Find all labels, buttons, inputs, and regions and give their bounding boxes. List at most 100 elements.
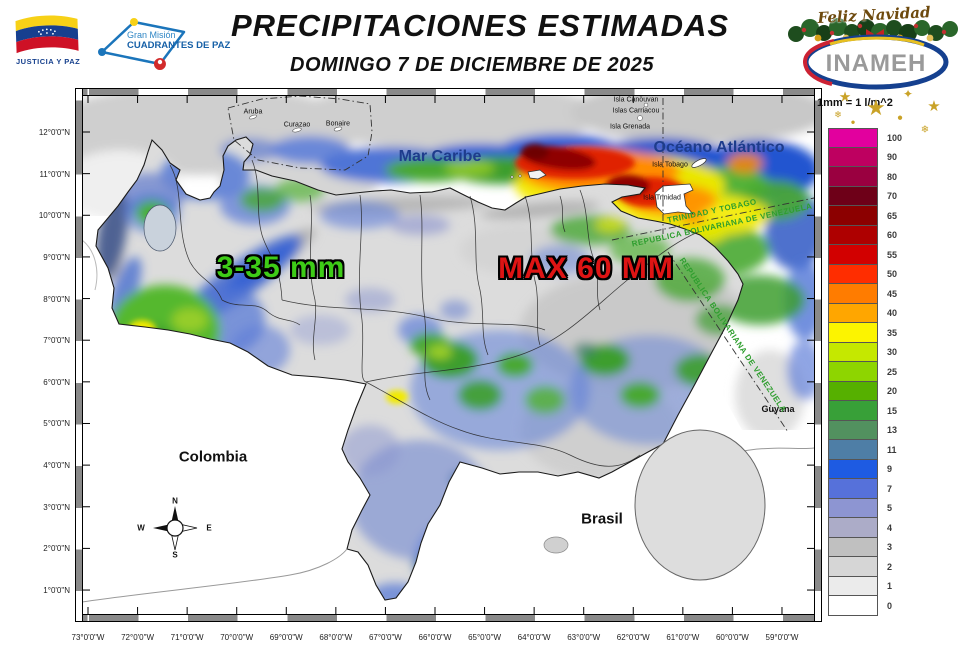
legend-entry: 90 — [828, 147, 902, 167]
island-label: Isla Canouvan — [613, 96, 659, 104]
legend-entry: 25 — [828, 362, 902, 382]
christmas-ornament-icon: ★ — [866, 95, 886, 120]
island-label: Curazao — [283, 121, 311, 129]
legend-swatch — [828, 147, 878, 167]
cuadrantes-de-paz-logo — [98, 18, 186, 70]
legend-entry: 11 — [828, 440, 902, 460]
legend-entry: 35 — [828, 323, 902, 343]
legend-swatch — [828, 596, 878, 616]
country-label: Colombia — [178, 448, 248, 466]
venezuela-border — [95, 136, 744, 601]
legend-entry: 40 — [828, 303, 902, 323]
legend-entry: 80 — [828, 167, 902, 187]
christmas-ornament-icon: ● — [896, 112, 904, 124]
legend-value: 80 — [887, 171, 898, 182]
lon-tick-label: 65°0'0"W — [468, 633, 501, 642]
legend-value: 30 — [887, 347, 898, 358]
legend-swatch — [828, 264, 878, 284]
legend-entry: 4 — [828, 518, 902, 538]
legend-value: 45 — [887, 288, 898, 299]
legend-value: 70 — [887, 191, 898, 202]
legend-swatch — [828, 557, 878, 577]
legend-value: 90 — [887, 152, 898, 163]
lat-tick-label: 12°0'0"N — [38, 128, 70, 137]
lat-tick-label: 10°0'0"N — [38, 211, 70, 221]
map-frame-left — [75, 88, 83, 622]
legend-swatch — [828, 245, 878, 265]
legend-value: 50 — [887, 269, 898, 280]
legend-value: 13 — [887, 425, 898, 436]
legend-value: 11 — [887, 444, 897, 455]
christmas-ornament-icon: ★ — [927, 98, 941, 115]
legend-entry: 45 — [828, 284, 902, 304]
country-label: Brasil — [581, 510, 623, 528]
island-label: Isla Trinidad — [643, 194, 681, 202]
lat-tick-label: 6°0'0"N — [43, 377, 70, 387]
legend-entry: 55 — [828, 245, 902, 265]
legend-entry: 7 — [828, 479, 902, 499]
legend-entry: 0 — [828, 596, 902, 616]
legend-swatch — [828, 498, 878, 518]
state-borders — [169, 159, 699, 467]
precipitation-map — [83, 96, 814, 614]
lon-tick-label: 71°0'0"W — [170, 633, 204, 642]
legend-swatch — [828, 303, 878, 323]
lat-tick-label: 7°0'0"N — [43, 336, 70, 346]
neighbour-borders — [83, 240, 814, 603]
sea-label: Océano Atlántico — [653, 139, 785, 156]
legend-value: 5 — [887, 503, 893, 514]
lon-tick-label: 59°0'0"W — [765, 633, 799, 642]
lon-tick-label: 61°0'0"W — [666, 633, 700, 642]
legend-entry: 1 — [828, 576, 902, 596]
legend-entry: 5 — [828, 498, 902, 518]
legend-swatch — [828, 167, 878, 187]
legend-entry: 60 — [828, 225, 902, 245]
christmas-ornament-icon: ❄ — [834, 109, 842, 120]
legend-swatch — [828, 440, 878, 460]
lon-tick-label: 63°0'0"W — [567, 633, 601, 642]
legend-value: 15 — [887, 405, 898, 416]
legend-value: 20 — [887, 386, 898, 397]
legend-value: 55 — [887, 249, 898, 260]
precip-annotation: MAX 60 MM — [498, 252, 674, 285]
legend-entry: 50 — [828, 264, 902, 284]
legend-swatch — [828, 225, 878, 245]
legend-value: 100 — [887, 132, 903, 143]
compass-letter-n: N — [172, 496, 178, 506]
lon-tick-label: 67°0'0"W — [368, 633, 402, 642]
legend-swatch — [828, 420, 878, 440]
legend-entry: 65 — [828, 206, 902, 226]
legend-swatch — [828, 206, 878, 226]
lat-tick-label: 9°0'0"N — [43, 252, 70, 262]
justicia-y-paz-label: JUSTICIA Y PAZ — [16, 57, 81, 66]
legend-entry: 9 — [828, 459, 902, 479]
lat-tick-label: 3°0'0"N — [43, 502, 70, 512]
map-frame-top — [75, 88, 822, 96]
legend-value: 25 — [887, 366, 898, 377]
lat-tick-label: 8°0'0"N — [43, 294, 70, 304]
legend-swatch — [828, 518, 878, 538]
legend-value: 3 — [887, 542, 893, 553]
precipitation-legend: 100 90 80 70 65 60 55 50 45 40 35 30 25 20 15 13 11 9 7 5 4 3… — [828, 128, 902, 616]
lat-tick-label: 5°0'0"N — [43, 419, 70, 429]
lat-tick-label: 4°0'0"N — [43, 461, 70, 471]
map-frame-right — [814, 88, 822, 622]
compass-rose — [153, 506, 198, 551]
legend-swatch — [828, 284, 878, 304]
legend-value: 60 — [887, 230, 898, 241]
legend-swatch — [828, 362, 878, 382]
legend-value: 1 — [887, 581, 893, 592]
map-frame-bottom — [75, 614, 822, 622]
precip-annotation: 3-35 mm — [216, 251, 346, 284]
legend-entry: 20 — [828, 381, 902, 401]
compass-letter-w: W — [137, 523, 145, 533]
legend-value: 65 — [887, 210, 898, 221]
legend-swatch — [828, 323, 878, 343]
legend-entry: 30 — [828, 342, 902, 362]
page-title: PRECIPITACIONES ESTIMADAS — [230, 8, 730, 43]
lon-tick-label: 66°0'0"W — [418, 633, 452, 642]
lat-tick-label: 1°0'0"N — [43, 586, 70, 596]
christmas-ornament-icon: ✦ — [902, 87, 914, 101]
compass-letter-s: S — [172, 550, 178, 560]
lat-tick-label: 2°0'0"N — [43, 544, 70, 554]
